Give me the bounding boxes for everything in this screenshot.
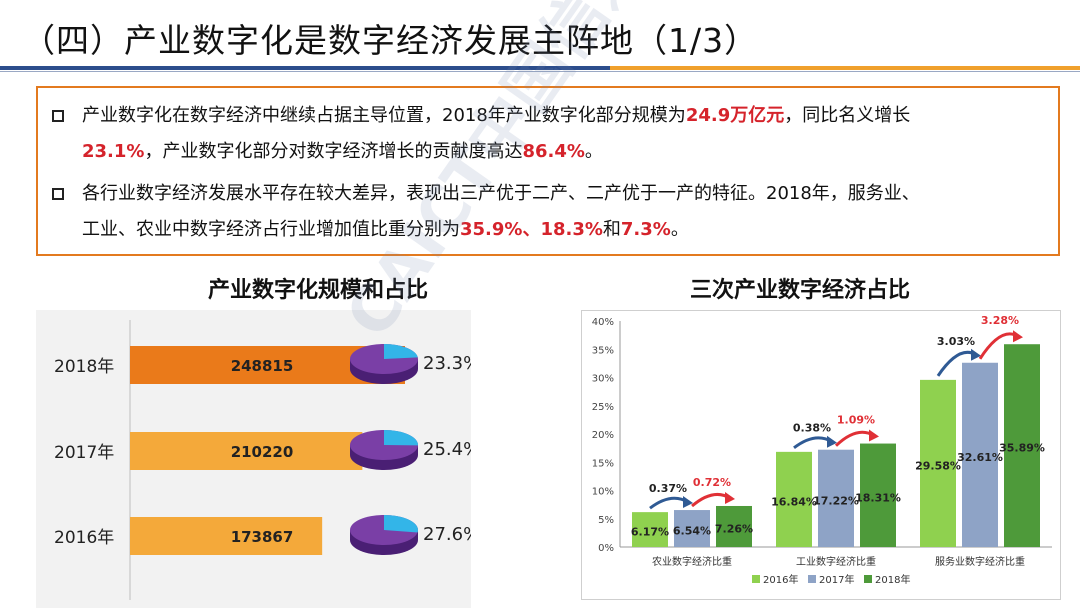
industry-bar-2018年 [716,505,752,547]
y-tick-label: 30% [592,374,614,385]
y-tick-label: 15% [592,458,614,469]
industry-share-chart: 0% 5% 10% 15% 20% 25% 30% 35% 40% 6.17% 6.54% 7.26%… [581,310,1061,600]
legend-label: 2018年 [875,573,910,586]
bar-data-label: 6.54% [673,525,711,538]
industry-bar-2017年 [674,510,710,547]
bar-value-label: 248815 [231,357,294,375]
industry-bar-2016年 [776,451,812,547]
share-value-label: 27.6% [423,524,471,545]
industry-bar-2017年 [818,449,854,547]
increment-label: 3.03% [937,335,975,348]
bar-data-label: 17.22% [813,494,859,507]
bar-data-label: 16.84% [771,495,817,508]
bar-value-label: 210220 [231,443,294,461]
pie-share-slice [384,515,418,533]
legend-label: 2016年 [763,573,798,586]
industry-bar-2016年 [920,379,956,547]
legend-swatch [808,575,816,583]
square-bullet-icon [52,188,64,200]
increment-arrow-blue-head [827,435,837,448]
x-category-label: 工业数字经济比重 [796,555,876,568]
x-category-label: 农业数字经济比重 [652,555,732,568]
pie-share-slice [384,430,418,446]
bar-category-label: 2017年 [54,443,114,463]
y-tick-label: 5% [598,515,614,526]
increment-arrow-blue-head [683,496,693,509]
increment-arrow-red-head [869,429,879,442]
increment-arrow-blue [793,436,833,450]
increment-label: 3.28% [981,314,1019,327]
increment-label: 0.38% [793,422,831,435]
page-title: （四）产业数字化是数字经济发展主阵地（1/3） [22,21,759,60]
y-tick-label: 0% [598,543,614,554]
share-value-label: 23.3% [423,353,471,374]
y-tick-label: 40% [592,317,614,328]
bar-data-label: 29.58% [915,459,961,472]
increment-arrow-red [691,492,731,508]
scale-bar-2016年 [130,517,323,555]
bar-data-label: 6.17% [631,526,669,539]
scale-share-chart-svg: 2018年 248815 23.3% 2017年 210220 25.4% 2016年 173… [54,320,480,600]
title-divider [0,66,1080,72]
legend-label: 2017年 [819,573,854,586]
increment-arrow-blue-head [971,348,981,361]
x-category-label: 服务业数字经济比重 [935,555,1025,568]
industry-bar-2018年 [860,443,896,547]
legend-swatch [864,575,872,583]
increment-label: 0.72% [693,476,731,489]
scale-share-chart: 2018年 248815 23.3% 2017年 210220 25.4% 2016年 173… [36,310,480,608]
legend-swatch [752,575,760,583]
share-pie-2018年 [350,344,418,384]
bar-category-label: 2018年 [54,357,114,377]
industry-bar-2018年 [1004,344,1040,547]
industry-bar-2016年 [632,512,668,547]
bar-data-label: 18.31% [855,491,901,504]
industry-bar-2017年 [962,362,998,547]
y-tick-label: 10% [592,487,614,498]
increment-arrow-red-head [725,491,735,504]
pie-share-slice [384,344,418,359]
industry-share-chart-svg: 0% 5% 10% 15% 20% 25% 30% 35% 40% 6.17% 6.54% 7.26%… [592,314,1052,586]
y-tick-label: 25% [592,402,614,413]
scale-bar-2017年 [130,432,363,470]
bar-category-label: 2016年 [54,528,114,548]
right-chart-title: 三次产业数字经济占比 [690,278,911,303]
bar-data-label: 7.26% [715,522,753,535]
square-bullet-icon [52,110,64,122]
bar-data-label: 32.61% [957,451,1003,464]
increment-label: 1.09% [837,414,875,427]
share-value-label: 25.4% [423,439,471,460]
left-chart-title: 产业数字化规模和占比 [208,278,429,303]
bar-data-label: 35.89% [999,442,1045,455]
bar-value-label: 173867 [231,528,294,546]
share-pie-2017年 [350,430,418,470]
summary-box: 产业数字化在数字经济中继续占据主导位置，2018年产业数字化部分规模为24.9万… [36,86,1060,256]
increment-arrow-blue [649,496,689,510]
y-tick-label: 20% [592,430,614,441]
share-pie-2016年 [350,515,418,555]
increment-arrow-red-head [1013,330,1023,343]
increment-label: 0.37% [649,482,687,495]
y-tick-label: 35% [592,345,614,356]
